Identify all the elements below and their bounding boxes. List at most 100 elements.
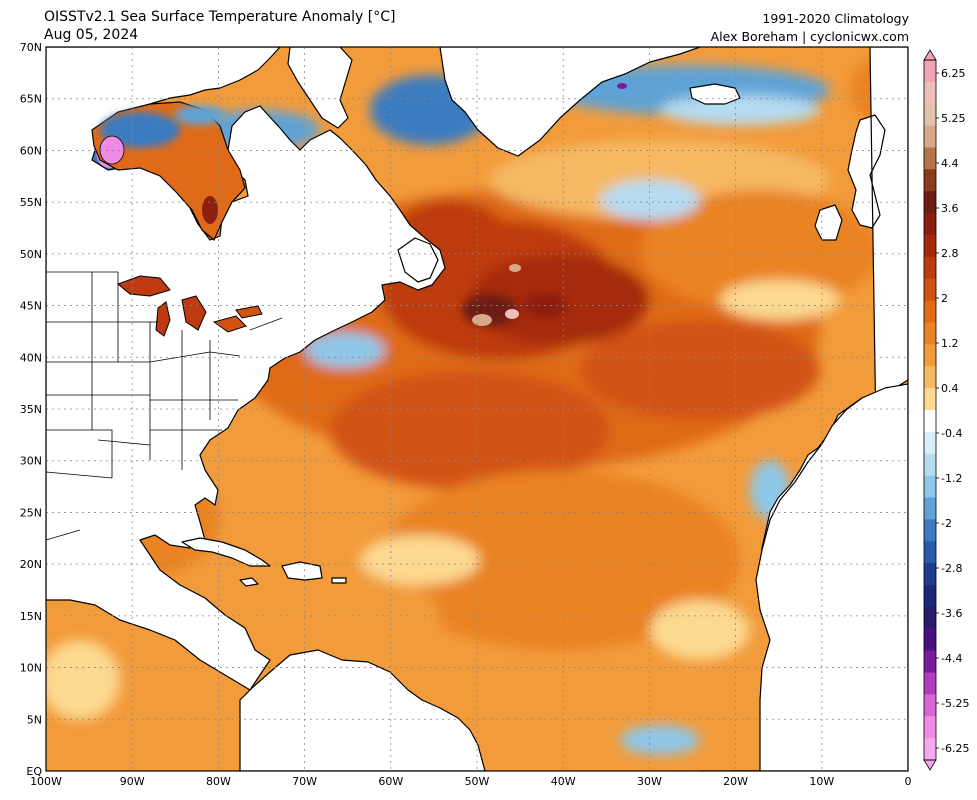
greenland-land (439, 47, 701, 157)
longitude-label: 10W (809, 775, 834, 788)
colorbar-swatch (924, 585, 936, 608)
colorbar-swatch (924, 563, 936, 586)
colorbar-label: -0.4 (941, 427, 962, 440)
longitude-label: 0 (905, 775, 912, 788)
colorbar-swatch (924, 431, 936, 455)
colorbar-swatch (924, 453, 936, 477)
colorbar-label: 2 (941, 292, 948, 305)
colorbar-swatch (924, 388, 936, 411)
colorbar-label: -4.4 (941, 652, 962, 665)
latitude-label: 5N (27, 713, 42, 726)
colorbar-frame (923, 59, 937, 761)
longitude-axis: 100W 90W 80W 70W 60W 50W 40W 30W 20W 10W 0 (30, 775, 911, 788)
land-masses (46, 47, 908, 771)
graticule (46, 47, 908, 771)
map-frame (45, 46, 909, 772)
longitude-label: 100W (30, 775, 62, 788)
hispaniola-island (281, 561, 323, 581)
colorbar-swatch (924, 519, 936, 542)
max-anomaly-spot (472, 314, 492, 326)
longitude-label: 60W (378, 775, 403, 788)
south-america-land (239, 649, 486, 771)
state-borders (46, 271, 283, 541)
colorbar-swatch (924, 213, 936, 236)
latitude-label: 60N (20, 144, 42, 157)
baffin-island (287, 47, 353, 129)
colorbar-label: 5.25 (941, 112, 966, 125)
colorbar-label: -3.6 (941, 607, 962, 620)
colorbar-swatch (924, 366, 936, 389)
colorbar-swatch (924, 650, 936, 673)
uk-ireland-land (814, 204, 843, 241)
latitude-label: 25N (20, 506, 42, 519)
colorbar-label: -6.25 (941, 742, 969, 755)
colorbar-swatch (924, 672, 936, 695)
colorbar-max-extend (923, 49, 937, 61)
colorbar-swatch (924, 235, 936, 258)
latitude-label: 50N (20, 248, 42, 261)
africa-land (729, 383, 908, 771)
colorbar-swatch (924, 60, 936, 83)
great-lakes (117, 275, 263, 337)
cuba-island (181, 537, 271, 567)
colorbar-label: 4.4 (941, 157, 959, 170)
colorbar-label: 1.2 (941, 337, 959, 350)
jamaica-island (239, 577, 259, 587)
latitude-label: EQ (26, 765, 42, 778)
climatology-label: 1991-2020 Climatology (762, 11, 909, 26)
colorbar-swatch (924, 694, 936, 717)
colorbar-swatch (924, 738, 936, 761)
colorbar-label: -2 (941, 517, 952, 530)
latitude-label: 45N (20, 300, 42, 313)
colorbar-swatch (924, 256, 936, 280)
colorbar-label: -1.2 (941, 472, 962, 485)
anomaly-field (46, 47, 908, 771)
latitude-label: 55N (20, 196, 42, 209)
author-credit: Alex Boreham | cyclonicwx.com (710, 29, 909, 44)
newfoundland-island (397, 237, 439, 283)
longitude-label: 30W (637, 775, 662, 788)
colorbar-label: 2.8 (941, 247, 959, 260)
latitude-label: 40N (20, 351, 42, 364)
longitude-label: 90W (120, 775, 145, 788)
colorbar-swatch (924, 169, 936, 192)
max-anomaly-spot (505, 309, 519, 319)
latitude-label: 35N (20, 403, 42, 416)
colorbar: 6.25 5.25 4.4 3.6 2.8 2 1.2 0.4 -0.4 -1.2 -2 -2.8 -3… (923, 49, 969, 771)
longitude-label: 80W (206, 775, 231, 788)
colorbar-swatch (924, 191, 936, 214)
latitude-axis: 70N 65N 60N 55N 50N 45N 40N 35N 30N 25N 20N 15N 10N 5… (20, 41, 43, 778)
colorbar-swatch (924, 541, 936, 564)
colorbar-swatch (924, 628, 936, 652)
colorbar-label: 3.6 (941, 202, 959, 215)
colorbar-label: -2.8 (941, 562, 962, 575)
colorbar-swatch (924, 147, 936, 170)
colorbar-swatch (924, 322, 936, 345)
min-anomaly-spot (617, 83, 627, 89)
puerto-rico-island (331, 577, 347, 584)
longitude-label: 40W (551, 775, 576, 788)
colorbar-swatch (924, 410, 936, 433)
latitude-label: 30N (20, 455, 42, 468)
longitude-label: 20W (723, 775, 748, 788)
latitude-label: 70N (20, 41, 42, 54)
colorbar-swatch (924, 278, 936, 302)
colorbar-swatch (924, 344, 936, 367)
longitude-label: 70W (292, 775, 317, 788)
colorbar-swatch (924, 716, 936, 739)
colorbar-swatch (924, 81, 936, 105)
colorbar-label: -5.25 (941, 697, 969, 710)
map-date: Aug 05, 2024 (44, 27, 139, 43)
colorbar-swatch (924, 300, 936, 323)
latitude-label: 20N (20, 558, 42, 571)
colorbar-swatch (924, 125, 936, 148)
map-title: OISSTv2.1 Sea Surface Temperature Anomal… (44, 9, 396, 25)
max-anomaly-spot (509, 264, 521, 272)
colorbar-swatch (924, 475, 936, 498)
colorbar-min-extend (923, 759, 937, 771)
iceland-island (689, 83, 741, 105)
colorbar-swatch (924, 497, 936, 520)
latitude-label: 15N (20, 610, 42, 623)
colorbar-swatch (924, 606, 936, 630)
